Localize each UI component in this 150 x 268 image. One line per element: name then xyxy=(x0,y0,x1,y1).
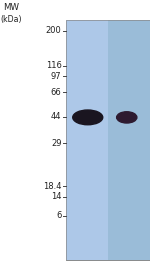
Bar xyxy=(66,20,150,260)
Text: 14: 14 xyxy=(51,192,62,202)
Text: 29: 29 xyxy=(51,139,62,148)
Ellipse shape xyxy=(73,110,103,125)
Text: (kDa): (kDa) xyxy=(0,15,21,24)
Text: 97: 97 xyxy=(51,72,61,81)
Ellipse shape xyxy=(117,112,137,123)
Bar xyxy=(66,20,108,260)
Bar xyxy=(66,20,150,260)
Text: MW: MW xyxy=(3,3,19,12)
Text: 66: 66 xyxy=(51,88,62,97)
Text: 18.4: 18.4 xyxy=(43,182,62,191)
Text: 200: 200 xyxy=(46,26,62,35)
Text: 116: 116 xyxy=(46,61,62,70)
Text: 6: 6 xyxy=(56,211,62,220)
Text: 44: 44 xyxy=(51,112,62,121)
Bar xyxy=(108,20,150,260)
